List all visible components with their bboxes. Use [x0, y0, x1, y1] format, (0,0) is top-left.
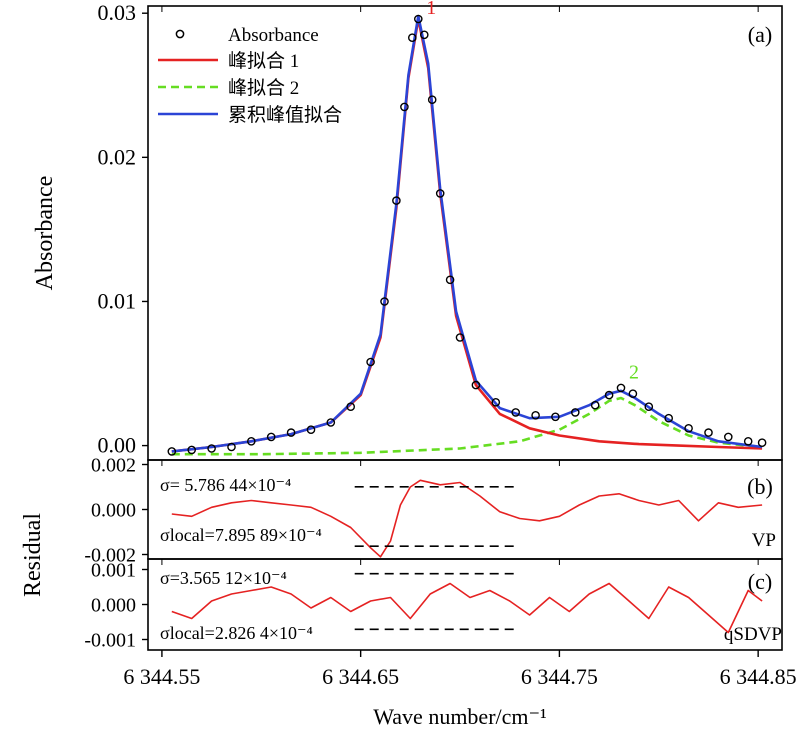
- data-point: [380, 297, 389, 306]
- y-tick-label: 0.002: [91, 455, 136, 477]
- panel-b: (b) VP σ= 5.786 44×10⁻⁴ σlocal=7.895 89×…: [84, 455, 783, 567]
- panel-a-tag: (a): [748, 22, 772, 47]
- legend-label-peak1: 峰拟合 1: [228, 50, 299, 72]
- residual-line: [171, 582, 763, 634]
- peak-label: 2: [629, 362, 639, 384]
- panel-b-model-label: VP: [752, 530, 776, 551]
- residual-ylabel: Residual: [20, 513, 46, 597]
- data-point: [266, 432, 276, 442]
- data-point: [616, 383, 626, 393]
- data-point: [628, 389, 638, 399]
- panel-c-sigma-local: σlocal=2.826 4×10⁻⁴: [160, 623, 313, 643]
- data-point: [604, 390, 614, 400]
- panel-b-sigma: σ= 5.786 44×10⁻⁴: [160, 475, 291, 495]
- data-point: [757, 438, 767, 448]
- data-point: [644, 402, 654, 412]
- panel-a: 1 2 (a) Absorbance 0.00 0.01 0.02 0.03 Absor…: [32, 0, 783, 461]
- legend-label-peak2: 峰拟合 2: [228, 77, 299, 99]
- data-point: [743, 436, 753, 446]
- data-point: [704, 428, 713, 437]
- data-point: [187, 445, 196, 455]
- y-tick-label: 0.00: [98, 433, 137, 458]
- data-point: [392, 196, 401, 205]
- data-point: [419, 30, 429, 40]
- peak-label: 1: [426, 0, 436, 19]
- panel-c: (c) qSDVP σ=3.565 12×10⁻⁴ σlocal=2.826 4…: [84, 558, 783, 652]
- y-tick-label: 0.001: [91, 560, 136, 582]
- data-point: [471, 380, 481, 390]
- x-tick-label: 6 344.55: [123, 664, 200, 689]
- data-point: [455, 333, 465, 342]
- x-axis-label: Wave number/cm⁻¹: [373, 704, 546, 729]
- series-line-3: [171, 14, 763, 453]
- y-tick-label: 0.03: [98, 0, 137, 25]
- y-tick-label: -0.002: [84, 545, 136, 567]
- data-point: [346, 402, 356, 412]
- data-point: [413, 14, 423, 24]
- x-tick-label: 6 344.65: [322, 664, 399, 689]
- x-axis: 6 344.55 6 344.65 6 344.75 6 344.85: [123, 6, 797, 689]
- legend-marker-absorbance: [175, 29, 185, 39]
- data-point: [366, 357, 375, 367]
- panel-a-frame: [147, 5, 783, 461]
- data-point: [207, 444, 216, 453]
- y-tick-label: 0.000: [91, 500, 136, 522]
- y-tick-label: -0.001: [84, 630, 136, 652]
- data-point: [491, 397, 501, 407]
- data-point: [571, 408, 580, 417]
- data-point: [246, 436, 256, 446]
- data-point: [511, 408, 521, 417]
- data-point: [684, 423, 693, 433]
- panel-c-tag: (c): [748, 569, 772, 594]
- y-tick-label: 0.000: [91, 595, 136, 617]
- legend-label-cumulative: 累积峰值拟合: [228, 104, 342, 126]
- legend: Absorbance 峰拟合 1 峰拟合 2 累积峰值拟合: [158, 25, 342, 126]
- data-point: [551, 412, 560, 422]
- legend-label-absorbance: Absorbance: [228, 25, 319, 46]
- data-point: [167, 447, 177, 456]
- panel-b-tag: (b): [747, 474, 773, 499]
- x-tick-label: 6 344.85: [720, 664, 797, 689]
- panel-a-ylabel: Absorbance: [32, 176, 58, 291]
- x-tick-label: 6 344.75: [521, 664, 598, 689]
- data-point: [724, 432, 733, 442]
- data-point: [590, 400, 600, 410]
- panel-c-sigma: σ=3.565 12×10⁻⁴: [160, 568, 287, 588]
- data-point: [400, 102, 409, 112]
- series-line-2: [171, 396, 763, 456]
- data-point: [427, 95, 437, 104]
- panel-c-model-label: qSDVP: [724, 624, 782, 645]
- y-tick-label: 0.01: [98, 288, 137, 313]
- data-point: [306, 425, 316, 435]
- data-point: [286, 428, 296, 437]
- data-point: [435, 189, 445, 198]
- data-point: [531, 410, 540, 420]
- data-point: [227, 442, 236, 452]
- data-point: [326, 418, 336, 427]
- y-tick-label: 0.02: [98, 144, 137, 169]
- data-point: [445, 275, 455, 285]
- panel-b-sigma-local: σlocal=7.895 89×10⁻⁴: [160, 525, 322, 545]
- data-point: [407, 33, 417, 43]
- residual-line: [171, 479, 763, 558]
- data-point: [664, 413, 674, 423]
